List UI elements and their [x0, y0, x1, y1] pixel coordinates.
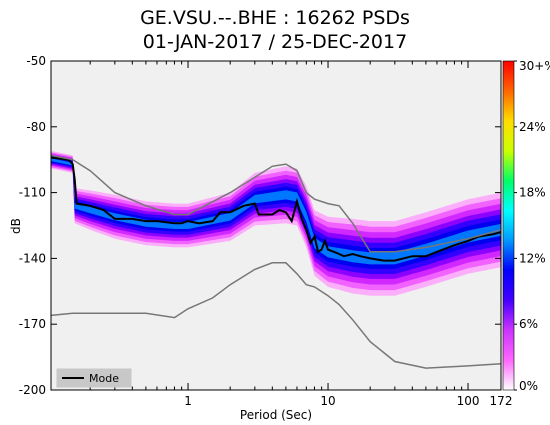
plot-area-frame — [50, 60, 502, 391]
colorbar — [502, 60, 515, 391]
x-tick-label: 172 — [490, 394, 513, 408]
chart-subtitle: 01-JAN-2017 / 25-DEC-2017 — [143, 31, 407, 53]
y-tick-label: -140 — [19, 251, 46, 265]
y-tick-label: -110 — [19, 186, 46, 200]
colorbar-tick-label: 12% — [519, 251, 546, 265]
colorbar-tick-label: 24% — [519, 120, 546, 134]
x-axis-label: Period (Sec) — [240, 408, 312, 422]
series-line-mode — [51, 156, 501, 262]
density-layer-4 — [51, 156, 501, 275]
y-tick-label: -170 — [19, 317, 46, 331]
chart-title: GE.VSU.--.BHE : 16262 PSDs — [140, 7, 410, 29]
y-axis-label: dB — [9, 218, 23, 234]
colorbar-tick-label: 18% — [519, 186, 546, 200]
colorbar-tick-label: 0% — [519, 379, 538, 393]
series-lines — [51, 154, 501, 369]
legend-box — [56, 368, 132, 388]
colorbar-tick-label: 30+% — [519, 59, 550, 73]
x-tick-label: 1 — [184, 394, 192, 408]
colorbar-ticks: 0% 6% 12% 18% 24% 30+% — [514, 59, 550, 393]
series-line-high — [51, 154, 501, 253]
legend-mode-label: Mode — [89, 372, 119, 385]
legend: Mode — [56, 368, 132, 388]
x-axis-ticks: 1 10 100 172 — [89, 61, 513, 408]
series-line-low — [51, 262, 501, 369]
x-tick-label: 100 — [457, 394, 480, 408]
y-axis-ticks: -50 -80 -110 -140 -170 -200 — [19, 54, 501, 397]
colorbar-tick-label: 6% — [519, 317, 538, 331]
y-tick-label: -80 — [26, 120, 46, 134]
y-tick-label: -50 — [26, 54, 46, 68]
x-tick-label: 10 — [320, 394, 335, 408]
y-tick-label: -200 — [19, 383, 46, 397]
